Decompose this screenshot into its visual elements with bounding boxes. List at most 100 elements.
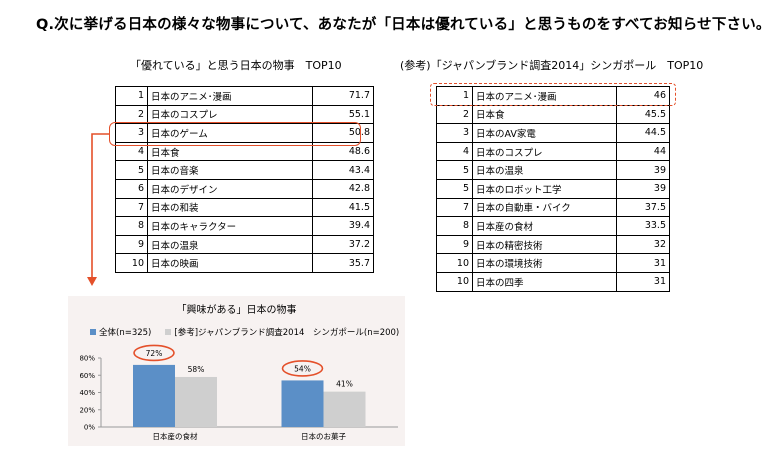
legend-swatch-overall (90, 329, 96, 335)
item-cell: 日本のデザイン (147, 178, 313, 199)
left-table-row: 3 日本のゲーム 50.8 (115, 123, 374, 143)
interest-chart-panel: 0% 20% 40% 60% 80% 72% 58% 日本産の食材 54% 41% 日本のお菓子 「… (68, 296, 405, 446)
superior-things-ranking-table: 1 日本のアニメ･漫画 71.7 2 日本のコスプレ 55.1 3 日本のゲーム 50.8 4 日本… (115, 86, 374, 273)
legend-swatch-reference (165, 329, 172, 335)
item-cell: 日本の和装 (147, 197, 313, 218)
chart-legend: 全体(n=325) [参考]ジャパンブランド調査2014 シンガポール(n=20… (90, 326, 399, 338)
category-label: 日本産の食材 (153, 431, 198, 441)
value-cell: 31 (616, 271, 670, 292)
item-cell: 日本の四季 (472, 271, 617, 292)
rank-cell: 2 (436, 104, 473, 125)
right-table-row: 2 日本食 45.5 (436, 104, 670, 125)
rank-cell: 7 (436, 197, 473, 218)
item-cell: 日本の音楽 (147, 160, 313, 180)
rank-cell: 9 (436, 234, 473, 255)
value-cell: 31 (616, 253, 670, 273)
value-cell: 33.5 (616, 216, 670, 236)
value-cell: 55.1 (312, 104, 374, 125)
value-cell: 42.8 (312, 178, 374, 199)
rank-cell: 8 (115, 216, 148, 236)
left-table-row: 2 日本のコスプレ 55.1 (115, 104, 374, 125)
right-table-title: (参考)「ジャパンブランド調査2014」シンガポール TOP10 (400, 59, 704, 72)
item-cell: 日本の映画 (147, 253, 313, 273)
rank-cell: 10 (436, 253, 473, 273)
game-row-highlight (109, 122, 361, 146)
value-cell: 32 (616, 234, 670, 255)
interest-bar-chart: 0% 20% 40% 60% 80% 72% 58% 日本産の食材 54% 41% 日本のお菓子 (79, 344, 398, 441)
rank-cell: 6 (115, 178, 148, 199)
item-cell: 日本の自動車・バイク (472, 197, 617, 218)
item-cell: 日本のロボット工学 (472, 178, 617, 199)
data-label: 41% (336, 380, 353, 389)
anime-row-highlight (430, 83, 676, 106)
y-tick-label: 40% (79, 389, 95, 397)
data-label: 54% (294, 364, 311, 373)
left-table-row: 8 日本のキャラクター 39.4 (115, 216, 374, 236)
right-table-row: 10 日本の四季 31 (436, 271, 670, 292)
bar-reference (175, 376, 217, 427)
question-heading: Q.次に挙げる日本の様々な物事について、あなたが「日本は優れている」と思うものを… (36, 17, 771, 33)
item-cell: 日本のコスプレ (147, 104, 313, 125)
item-cell: 日本の温泉 (147, 234, 313, 255)
value-cell: 39 (616, 178, 670, 199)
right-table-row: 5 日本の温泉 39 (436, 160, 670, 180)
rank-cell: 3 (436, 123, 473, 143)
value-cell: 39.4 (312, 216, 374, 236)
value-cell: 45.5 (616, 104, 670, 125)
label-highlight-ellipse (281, 360, 324, 377)
item-cell: 日本のコスプレ (472, 141, 617, 162)
left-table-row: 10 日本の映画 35.7 (115, 253, 374, 273)
label-highlight-ellipse (133, 344, 175, 362)
item-cell: 日本のAV家電 (472, 123, 617, 143)
data-label: 72% (146, 349, 163, 358)
item-cell: 日本のキャラクター (147, 216, 313, 236)
item-cell: 日本産の食材 (472, 216, 617, 236)
right-table-row: 1 日本のアニメ･漫画 46 (436, 86, 670, 106)
rank-cell: 10 (115, 253, 148, 273)
left-table-row: 5 日本の音楽 43.4 (115, 160, 374, 180)
right-table-row: 5 日本のロボット工学 39 (436, 178, 670, 199)
rank-cell: 4 (436, 141, 473, 162)
y-tick-label: 20% (79, 406, 95, 414)
value-cell: 41.5 (312, 197, 374, 218)
rank-cell: 8 (436, 216, 473, 236)
rank-cell: 7 (115, 197, 148, 218)
legend-item-reference: [参考]ジャパンブランド調査2014 シンガポール(n=200) (165, 326, 399, 338)
rank-cell: 10 (436, 271, 473, 292)
chart-title: 「興味がある」日本の物事 (176, 305, 297, 316)
rank-cell: 5 (436, 160, 473, 180)
right-table-row: 9 日本の精密技術 32 (436, 234, 670, 255)
value-cell: 43.4 (312, 160, 374, 180)
y-tick-label: 0% (84, 424, 95, 432)
left-table-row: 9 日本の温泉 37.2 (115, 234, 374, 255)
rank-cell: 1 (115, 86, 148, 106)
item-cell: 日本の環境技術 (472, 253, 617, 273)
right-table-row: 10 日本の環境技術 31 (436, 253, 670, 273)
right-table-row: 7 日本の自動車・バイク 37.5 (436, 197, 670, 218)
right-table-row: 4 日本のコスプレ 44 (436, 141, 670, 162)
data-label: 58% (188, 365, 205, 374)
legend-label-reference: [参考]ジャパンブランド調査2014 シンガポール(n=200) (174, 328, 400, 338)
left-table-row: 7 日本の和装 41.5 (115, 197, 374, 218)
value-cell: 35.7 (312, 253, 374, 273)
legend-item-overall: 全体(n=325) (90, 326, 151, 338)
right-table-row: 3 日本のAV家電 44.5 (436, 123, 670, 143)
y-tick-label: 80% (79, 355, 95, 363)
category-label: 日本のお菓子 (301, 431, 346, 441)
item-cell: 日本の温泉 (472, 160, 617, 180)
value-cell: 37.5 (616, 197, 670, 218)
value-cell: 37.2 (312, 234, 374, 255)
rank-cell: 9 (115, 234, 148, 255)
value-cell: 39 (616, 160, 670, 180)
bar-overall (281, 380, 324, 427)
left-table-row: 1 日本のアニメ･漫画 71.7 (115, 86, 374, 106)
item-cell: 日本食 (472, 104, 617, 125)
value-cell: 71.7 (312, 86, 374, 106)
left-table-row: 6 日本のデザイン 42.8 (115, 178, 374, 199)
right-table-row: 8 日本産の食材 33.5 (436, 216, 670, 236)
value-cell: 44.5 (616, 123, 670, 143)
rank-cell: 5 (436, 178, 473, 199)
japan-brand-survey-ranking-table: 1 日本のアニメ･漫画 46 2 日本食 45.5 3 日本のAV家電 44.5 4 日本のコスプレ… (436, 86, 670, 292)
bar-reference (323, 391, 366, 427)
item-cell: 日本の精密技術 (472, 234, 617, 255)
